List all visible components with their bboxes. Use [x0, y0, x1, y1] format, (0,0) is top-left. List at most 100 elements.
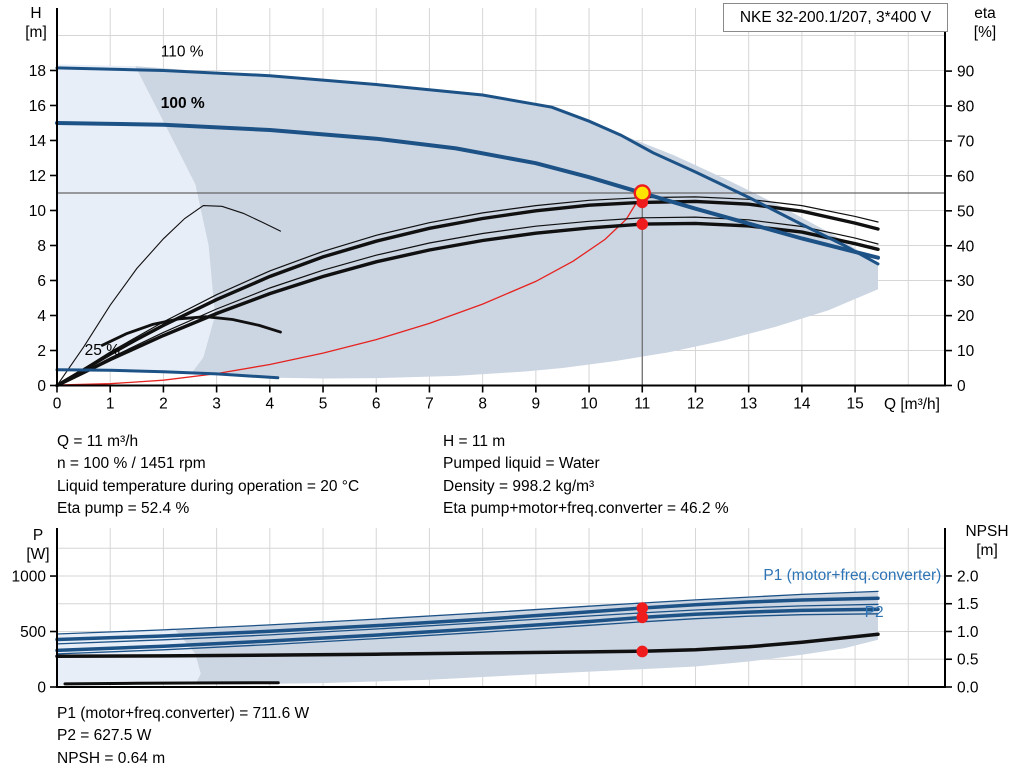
H-tick-label: 2 [37, 343, 46, 360]
q-tick-label: 4 [266, 396, 275, 413]
eta-pump-100-curve [55, 199, 880, 388]
H-tick-label: 14 [29, 133, 47, 150]
info-p2: P2 = 627.5 W [57, 727, 152, 745]
power-npsh-chart: 0 500 1000 0.0 0.5 1.0 1.5 2.0 P1 (motor+freq.co… [12, 528, 979, 697]
p2-band-lower-curve [56, 613, 879, 655]
q-tick-label: 5 [319, 396, 328, 413]
curve-label: P2 [865, 604, 884, 621]
q-axis-label: Q [m³/h] [884, 396, 940, 413]
eta-tick-label: 0 [957, 378, 966, 395]
info-p1: P1 (motor+freq.converter) = 711.6 W [57, 705, 310, 722]
info-npsh: NPSH = 0.64 m [57, 749, 166, 767]
p-25-curve [63, 681, 280, 686]
curve-label: 100 % [161, 95, 205, 112]
P-tick-label: 500 [20, 624, 46, 641]
duty-info-right: H = 11 m Pumped liquid = Water Density =… [443, 431, 729, 520]
npsh-axis-label-unit: [m] [976, 542, 998, 559]
eta-total-25-curve [100, 315, 282, 347]
eta-axis-label-unit: [%] [973, 24, 997, 41]
q-tick-label: 6 [372, 396, 381, 413]
pump-title: NKE 32-200.1/207, 3*400 V [739, 9, 932, 26]
envelope-light [57, 64, 215, 372]
H-tick-label: 10 [29, 203, 47, 220]
q-tick-label: 14 [793, 396, 811, 413]
qh-110-curve [55, 66, 880, 266]
p1-band-upper-curve [56, 590, 879, 635]
npsh-curve-curve [55, 632, 880, 658]
qh-25-curve [55, 368, 280, 380]
npsh-axis-label: NPSH [m] [956, 522, 1018, 560]
P-tick-label: 0 [37, 680, 46, 697]
info-pumped-liquid: Pumped liquid = Water [443, 455, 600, 473]
NPSH-tick-label: 1.0 [957, 624, 979, 641]
p2-point-marker [636, 611, 649, 624]
H-tick-label: 12 [29, 168, 46, 185]
H-tick-label: 6 [37, 273, 46, 290]
npsh-axis-label-symbol: NPSH [965, 523, 1009, 540]
q-tick-label: 8 [478, 396, 487, 413]
q-tick-label: 13 [740, 396, 757, 413]
eta-axis-label: eta [%] [962, 4, 1008, 42]
q-tick-label: 1 [106, 396, 115, 413]
eta-tick-label: 40 [957, 238, 975, 255]
q-tick-label: 10 [580, 396, 598, 413]
NPSH-tick-label: 2.0 [957, 568, 979, 585]
h-axis-label: H [m] [18, 4, 54, 42]
info-speed: n = 100 % / 1451 rpm [57, 455, 206, 473]
eta-tick-label: 90 [957, 64, 975, 81]
H-tick-label: 18 [29, 63, 46, 80]
q-tick-label: 2 [159, 396, 168, 413]
curve-label: P1 (motor+freq.converter) [763, 567, 941, 584]
curve-label: 110 % [161, 43, 204, 60]
envelope-dark [135, 66, 878, 379]
p-axis-label: P [W] [20, 526, 56, 564]
power-band-dark [120, 591, 879, 685]
eta-pump-25-curve [56, 205, 282, 387]
info-flow: Q = 11 m³/h [57, 433, 139, 450]
NPSH-tick-label: 1.5 [957, 596, 979, 613]
eta-axis-label-symbol: eta [974, 5, 996, 22]
p1-point-marker [636, 602, 649, 614]
duty-point-marker [633, 184, 651, 202]
h-axis-label-symbol: H [30, 5, 42, 22]
info-density: Density = 998.2 kg/m³ [443, 477, 595, 495]
q-tick-label: 7 [425, 396, 434, 413]
q-tick-label: 0 [53, 396, 62, 413]
pump-title-box: NKE 32-200.1/207, 3*400 V [723, 3, 948, 32]
NPSH-tick-label: 0.0 [957, 680, 979, 697]
p-axis-label-unit: [W] [26, 546, 50, 563]
system-curve-curve [56, 192, 643, 386]
info-eta-pump: Eta pump = 52.4 % [57, 499, 190, 517]
H-tick-label: 4 [37, 308, 46, 325]
p-band-mid-curve [56, 603, 879, 645]
info-head: H = 11 m [443, 433, 506, 450]
eta-tick-label: 50 [957, 203, 975, 220]
eta-tick-label: 70 [957, 133, 975, 150]
info-liquid-temp: Liquid temperature during operation = 20… [57, 477, 360, 495]
p-axis-label-symbol: P [32, 527, 44, 544]
power-info: P1 (motor+freq.converter) = 711.6 W P2 =… [57, 703, 309, 770]
eta-tick-label: 80 [957, 99, 975, 116]
H-tick-label: 16 [29, 98, 46, 115]
q-tick-label: 3 [212, 396, 221, 413]
q-tick-label: 12 [687, 396, 704, 413]
p1-100-curve [55, 596, 880, 642]
H-tick-label: 8 [37, 238, 46, 255]
q-tick-label: 15 [846, 396, 863, 413]
eta-tick-label: 60 [957, 168, 975, 185]
q-tick-label: 9 [532, 396, 541, 413]
p2-100-curve [55, 607, 880, 653]
qh-100-curve [55, 121, 880, 260]
duty-info-left: Q = 11 m³/h n = 100 % / 1451 rpm Liquid … [57, 431, 359, 520]
eta-tick-label: 10 [957, 343, 975, 360]
curve-label: 25 % [85, 342, 121, 359]
q-tick-label: 11 [634, 396, 650, 413]
info-eta-total: Eta pump+motor+freq.converter = 46.2 % [443, 499, 729, 517]
NPSH-tick-label: 0.5 [957, 652, 979, 669]
eta-tick-label: 30 [957, 273, 975, 290]
H-tick-label: 0 [37, 378, 46, 395]
h-axis-label-unit: [m] [25, 24, 47, 41]
